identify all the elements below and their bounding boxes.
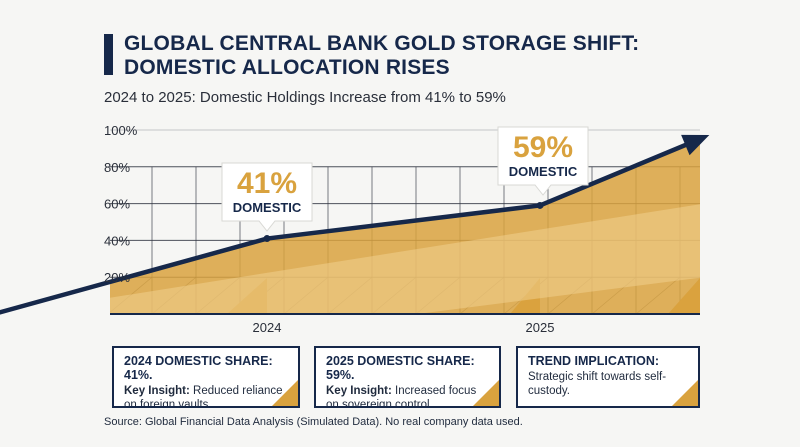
callout-label: DOMESTIC [233,200,302,215]
card-text: Reduced reliance on foreign vaults. [124,385,283,408]
source-note: Source: Global Financial Data Analysis (… [104,416,523,428]
data-point [263,235,271,243]
y-tick-label: 100% [104,123,138,138]
card-body: Strategic shift towards self-custody. [528,370,690,398]
card-text: Increased focus on sovereign control. [326,385,477,408]
insight-card-2025: 2025 DOMESTIC SHARE: 59%. Key Insight: I… [314,346,501,408]
data-point [536,201,544,209]
title-accent-bar [104,34,113,75]
x-tick-label: 2025 [526,320,555,335]
callout-value: 41% [237,167,297,200]
callout-box [221,162,313,232]
card-body: Key Insight: Increased focus on sovereig… [326,384,491,408]
callout-label: DOMESTIC [509,164,578,179]
callout-box [497,126,589,196]
callout-2025: 59%DOMESTIC [497,126,589,196]
card-corner-accent [473,380,499,406]
insight-card-2024: 2024 DOMESTIC SHARE: 41%. Key Insight: R… [112,346,300,408]
card-body: Key Insight: Reduced reliance on foreign… [124,384,290,408]
trend-arrowhead [681,134,710,156]
callout-2024: 41%DOMESTIC [221,162,313,232]
y-tick-label: 40% [104,233,130,248]
series-line [0,135,705,315]
card-heading: TREND IMPLICATION: [528,354,660,368]
card-corner-accent [272,380,298,406]
card-corner-accent [672,380,698,406]
chart-subtitle: 2024 to 2025: Domestic Holdings Increase… [104,89,506,106]
card-heading: 2025 DOMESTIC SHARE: 59%. [326,354,475,382]
card-heading: 2024 DOMESTIC SHARE: 41%. [124,354,273,382]
x-tick-label: 2024 [253,320,282,335]
y-tick-label: 80% [104,160,130,175]
y-tick-label: 20% [104,270,130,285]
callout-value: 59% [513,131,573,164]
chart-title: GLOBAL CENTRAL BANK GOLD STORAGE SHIFT: … [124,32,640,79]
card-key-label: Key Insight: [124,385,190,397]
card-key-label: Key Insight: [326,385,392,397]
area-highlight-band [110,204,700,314]
card-text: Strategic shift towards self-custody. [528,371,667,397]
insight-card-trend: TREND IMPLICATION: Strategic shift towar… [516,346,700,408]
y-tick-label: 60% [104,197,130,212]
